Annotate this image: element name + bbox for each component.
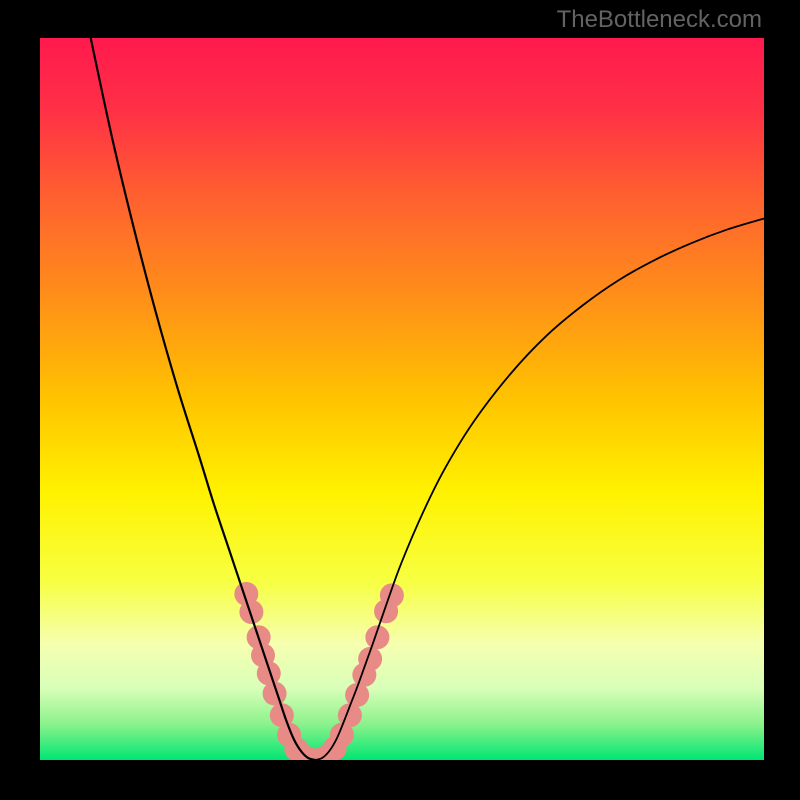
chart-svg: [0, 0, 800, 800]
watermark-text: TheBottleneck.com: [557, 6, 762, 34]
curve-left: [91, 38, 315, 760]
chart-frame: TheBottleneck.com: [0, 0, 800, 800]
curve-right: [315, 219, 764, 761]
data-marker: [239, 600, 263, 624]
